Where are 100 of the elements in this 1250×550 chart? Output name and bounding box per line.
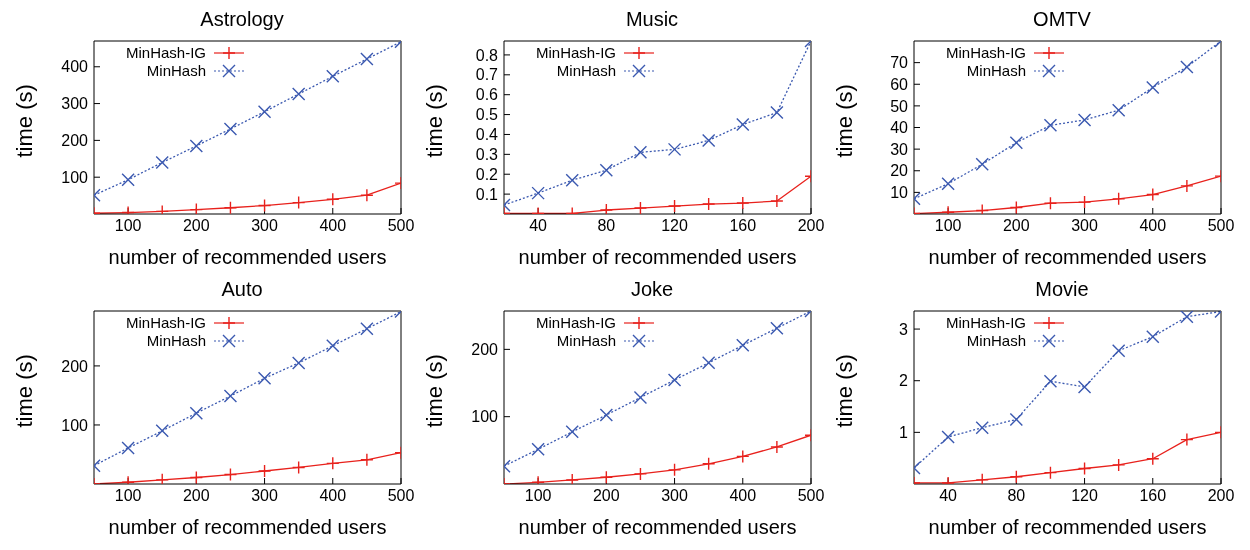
point (189, 470, 204, 484)
point (1043, 465, 1058, 480)
point (1009, 412, 1024, 427)
point (1077, 461, 1092, 476)
point (701, 197, 716, 211)
point (326, 456, 340, 471)
point (155, 155, 169, 170)
x-tick-label: 80 (597, 217, 616, 235)
point (1009, 200, 1024, 214)
x-tick-label: 500 (1207, 217, 1235, 235)
point (565, 425, 579, 439)
point (701, 457, 716, 471)
x-tick-label: 500 (387, 487, 415, 505)
point (667, 199, 682, 213)
legend-label: MinHash (556, 332, 616, 350)
y-tick-label: 0.6 (475, 86, 499, 104)
point (326, 192, 340, 206)
legend-label: MinHash (146, 62, 206, 80)
point (633, 201, 648, 214)
x-tick-label: 300 (251, 217, 278, 235)
x-tick-label: 100 (934, 217, 962, 235)
point (599, 408, 614, 422)
point (1180, 311, 1194, 324)
point (701, 133, 716, 148)
point (360, 52, 374, 66)
point (736, 196, 750, 210)
x-tick-label: 200 (797, 217, 825, 235)
x-tick-label: 200 (182, 487, 210, 505)
point (1077, 380, 1092, 394)
point (155, 473, 169, 484)
legend-label: MinHash-IG (535, 44, 616, 62)
point (223, 389, 238, 403)
x-tick-label: 500 (797, 487, 825, 505)
point (1043, 374, 1058, 388)
y-tick-label: 60 (890, 75, 909, 93)
point (1111, 192, 1126, 206)
x-tick-label: 100 (524, 487, 552, 505)
point (1111, 103, 1126, 117)
chart-title: Astrology (199, 8, 285, 32)
y-tick-label: 0.8 (475, 46, 499, 64)
x-tick-label: 40 (529, 217, 548, 235)
point (223, 467, 238, 482)
point (360, 322, 374, 336)
point (599, 163, 614, 177)
point (360, 188, 374, 202)
y-tick-label: 70 (890, 54, 909, 72)
y-tick-label: 3 (899, 320, 909, 338)
x-tick-label: 100 (114, 217, 142, 235)
x-tick-label: 120 (661, 217, 688, 235)
point (1077, 113, 1092, 127)
y-tick-label: 0.3 (475, 146, 499, 164)
x-axis-title: number of recommended users (518, 246, 797, 268)
y-tick-label: 0.7 (475, 66, 499, 84)
point (770, 194, 784, 208)
x-axis-title: number of recommended users (518, 516, 797, 538)
y-axis-title: time (s) (11, 84, 37, 158)
point (326, 339, 340, 353)
point (1180, 60, 1194, 74)
x-tick-label: 80 (1007, 487, 1026, 505)
y-tick-label: 20 (890, 162, 909, 180)
x-axis-title: number of recommended users (928, 246, 1207, 268)
y-axis-title: time (s) (421, 84, 447, 158)
point (1111, 458, 1126, 472)
y-axis-title: time (s) (421, 354, 447, 428)
point (1009, 470, 1024, 484)
point (1146, 80, 1160, 95)
point (770, 105, 784, 120)
y-tick-label: 40 (890, 119, 909, 137)
y-tick-label: 10 (890, 184, 909, 202)
point (565, 173, 579, 187)
x-tick-label: 400 (319, 487, 347, 505)
chart-title: Music (624, 8, 680, 32)
y-axis-title: time (s) (831, 354, 857, 428)
y-tick-label: 300 (61, 95, 89, 113)
point (189, 406, 204, 420)
point (257, 104, 272, 119)
y-tick-label: 0.5 (475, 106, 499, 124)
y-tick-label: 30 (890, 140, 909, 158)
point (941, 430, 955, 444)
point (1111, 344, 1126, 358)
x-tick-label: 400 (319, 217, 347, 235)
legend-label: MinHash (966, 332, 1026, 350)
x-tick-label: 100 (114, 487, 142, 505)
y-tick-label: 200 (61, 132, 89, 150)
point (701, 356, 716, 370)
legend-label: MinHash-IG (125, 44, 206, 62)
point (291, 356, 306, 370)
point (975, 203, 989, 214)
chart-title: Joke (629, 278, 675, 302)
chart-title: Auto (220, 278, 264, 302)
point (736, 449, 750, 464)
legend-label: MinHash (966, 62, 1026, 80)
y-axis-title: time (s) (11, 354, 37, 428)
point (667, 142, 682, 157)
point (1043, 196, 1058, 210)
point (326, 69, 340, 84)
x-tick-label: 400 (729, 487, 757, 505)
point (599, 203, 614, 214)
y-tick-label: 0.4 (475, 126, 499, 144)
y-axis-title: time (s) (831, 84, 857, 158)
